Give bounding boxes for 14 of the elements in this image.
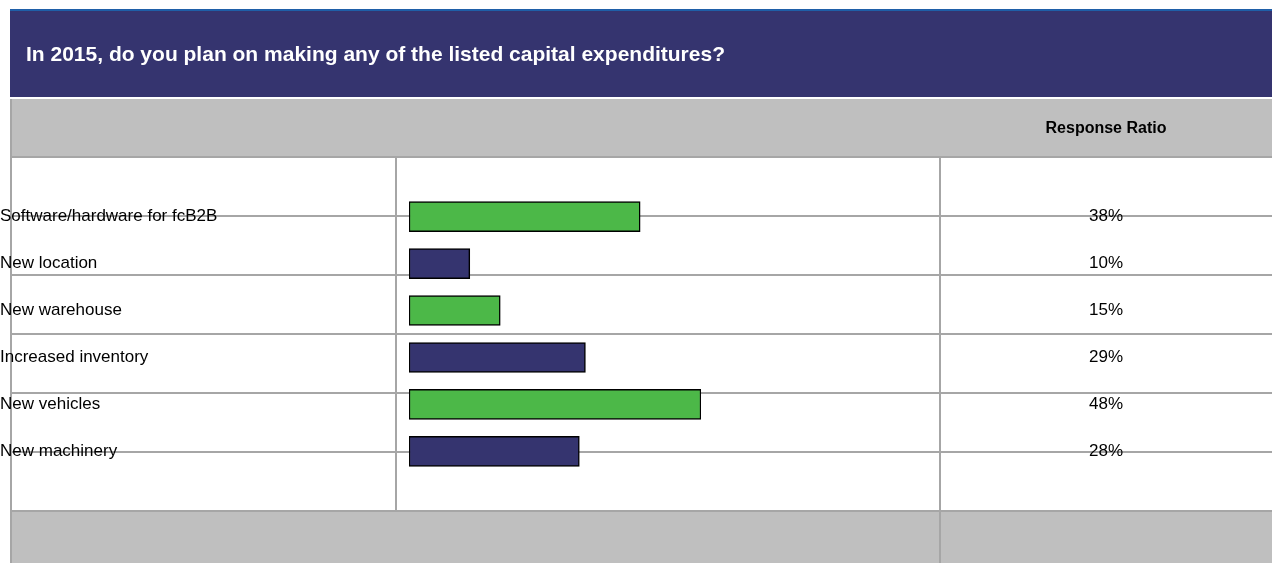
chart-title: In 2015, do you plan on making any of the listed capital expenditures? — [10, 11, 1272, 97]
data-label: 29% — [1088, 347, 1124, 367]
y-tick-label: New vehicles — [0, 394, 101, 414]
y-tick-label: New machinery — [0, 441, 118, 461]
data-label: 38% — [1088, 206, 1124, 226]
y-tick-label: New warehouse — [0, 300, 122, 320]
data-label: 15% — [1088, 300, 1124, 320]
y-tick-label: Increased inventory — [0, 347, 149, 367]
text: Response Ratio — [1045, 119, 1167, 136]
y-tick-label: New location — [0, 253, 98, 273]
data-label: 48% — [1088, 394, 1124, 414]
data-label: 10% — [1088, 253, 1124, 273]
y-tick-label: Software/hardware for fcB2B — [0, 206, 218, 226]
data-label: 28% — [1088, 441, 1124, 461]
